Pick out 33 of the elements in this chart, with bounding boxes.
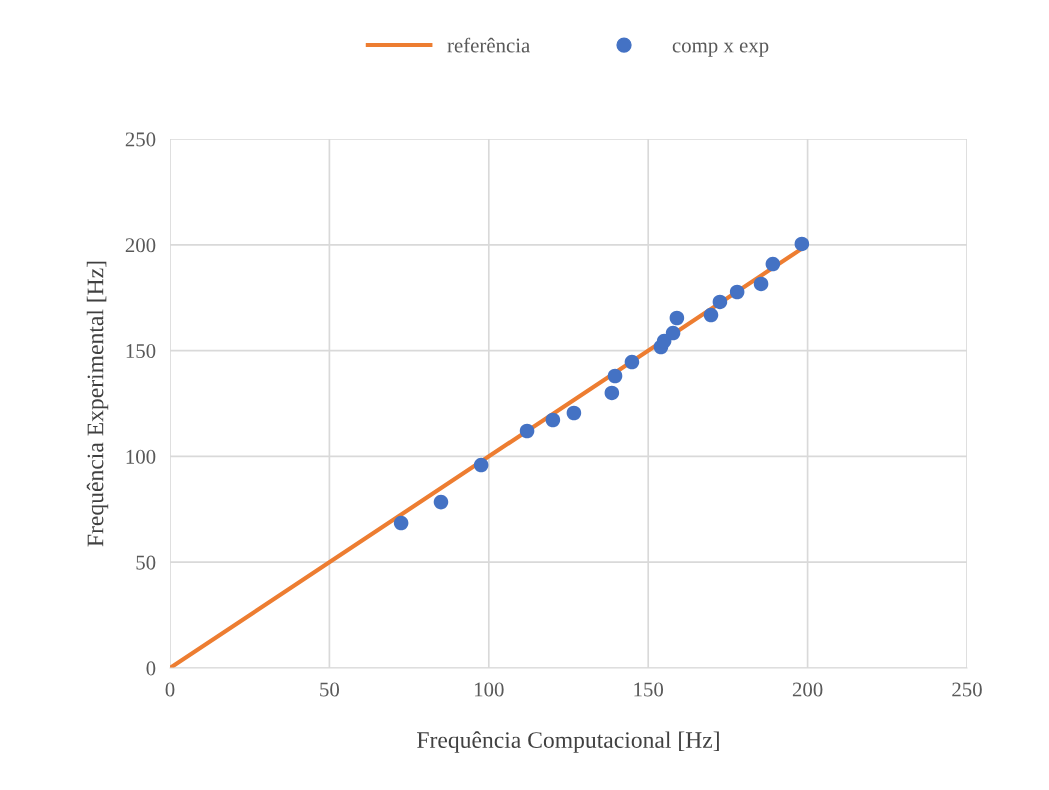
x-tick-label: 200 — [792, 682, 823, 697]
x-tick-label: 100 — [475, 682, 504, 697]
point — [473, 457, 489, 473]
x-axis-title: Frequência Computacional [Hz] — [417, 731, 719, 753]
point — [393, 515, 409, 531]
point — [545, 412, 561, 428]
x-tick-label: 50 — [320, 682, 340, 697]
x-tick-label: 250 — [952, 682, 982, 697]
y-tick-label: 0 — [146, 661, 156, 676]
point — [607, 368, 623, 384]
point — [794, 236, 810, 252]
point — [665, 325, 681, 341]
point — [624, 354, 640, 370]
point — [753, 276, 769, 292]
x-tick-label: 0 — [165, 682, 175, 697]
y-tick-label: 100 — [126, 449, 156, 464]
point — [433, 494, 449, 510]
legend-label: comp x exp — [672, 42, 769, 57]
point — [604, 385, 620, 401]
x-tick-label: 150 — [634, 682, 664, 697]
y-tick-label: 50 — [136, 555, 156, 570]
legend-label: referência — [447, 37, 530, 53]
point — [712, 294, 728, 310]
y-tick-label: 250 — [125, 132, 156, 147]
y-axis-title: Frequência Experimental [Hz] — [86, 261, 109, 547]
point — [519, 423, 535, 439]
y-tick-label: 200 — [125, 238, 156, 253]
point — [765, 256, 781, 272]
point — [566, 405, 582, 421]
point — [703, 307, 719, 323]
point — [669, 310, 685, 326]
point — [729, 284, 745, 300]
y-tick-label: 150 — [126, 343, 156, 359]
